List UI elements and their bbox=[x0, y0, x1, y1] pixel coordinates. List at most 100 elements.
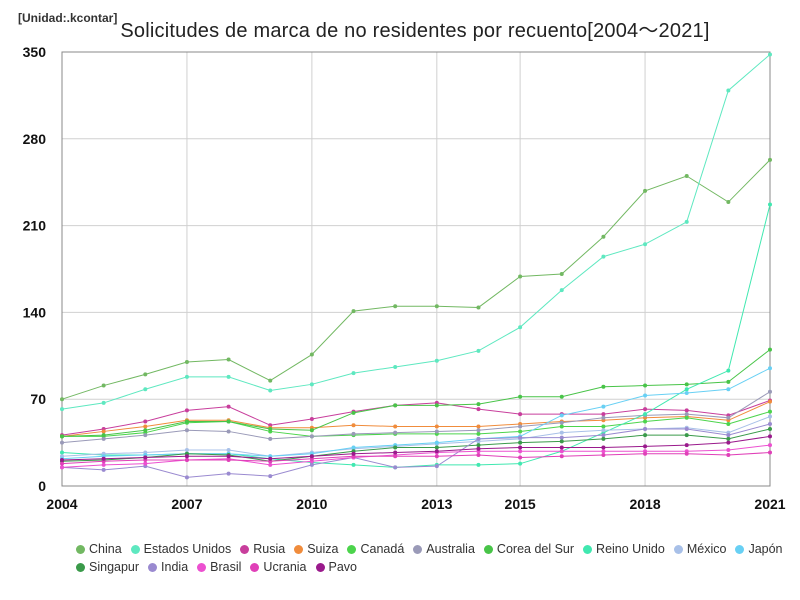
legend: China Estados Unidos Rusia Suiza Canadá Austr… bbox=[76, 542, 796, 578]
unit-label: [Unidad:.kcontar] bbox=[18, 11, 118, 25]
x-tick-label: 2004 bbox=[46, 496, 77, 512]
legend-marker bbox=[483, 545, 493, 554]
data-point bbox=[60, 461, 64, 466]
data-point bbox=[726, 200, 731, 205]
data-point bbox=[393, 445, 398, 450]
data-point bbox=[684, 426, 689, 431]
legend-item: Ucrania bbox=[250, 560, 307, 574]
data-point bbox=[184, 457, 189, 462]
legend-item: Reino Unido bbox=[583, 542, 665, 556]
data-point bbox=[518, 455, 523, 460]
data-point bbox=[518, 429, 523, 434]
data-point bbox=[393, 304, 398, 309]
data-point bbox=[60, 407, 64, 412]
y-tick-label: 0 bbox=[38, 478, 46, 494]
data-point bbox=[559, 439, 564, 444]
data-point bbox=[184, 374, 189, 379]
data-point bbox=[559, 449, 564, 454]
data-point bbox=[768, 389, 772, 394]
data-point bbox=[726, 88, 731, 93]
data-point bbox=[393, 430, 398, 435]
x-tick-label: 2013 bbox=[421, 496, 452, 512]
data-point bbox=[726, 387, 731, 392]
legend-label: Pavo bbox=[328, 560, 358, 574]
data-point bbox=[434, 429, 439, 434]
legend-item: Australia bbox=[413, 542, 475, 556]
legend-label: Suiza bbox=[307, 542, 339, 556]
legend-label: Canadá bbox=[360, 542, 405, 556]
legend-item: Canadá bbox=[347, 542, 404, 556]
data-point bbox=[684, 382, 689, 387]
legend-label: China bbox=[89, 542, 122, 556]
data-point bbox=[143, 455, 148, 460]
line-chart: 0 70 140 210 280 350 2004 2007 2010 2013 2015 2018 2… bbox=[23, 44, 786, 512]
data-point bbox=[143, 419, 148, 424]
data-point bbox=[268, 474, 273, 479]
data-point bbox=[143, 433, 148, 438]
legend-label: Australia bbox=[426, 542, 475, 556]
data-point bbox=[601, 433, 606, 438]
legend-label: Japón bbox=[748, 542, 783, 556]
x-tick-label: 2010 bbox=[296, 496, 327, 512]
y-tick-label: 140 bbox=[23, 304, 47, 320]
data-point bbox=[518, 435, 523, 440]
legend-marker bbox=[130, 545, 140, 554]
data-point bbox=[726, 415, 731, 420]
data-point bbox=[143, 424, 148, 429]
data-point bbox=[518, 394, 523, 399]
data-point bbox=[101, 383, 106, 388]
data-point bbox=[226, 429, 231, 434]
data-point bbox=[476, 453, 481, 457]
data-point bbox=[518, 412, 523, 417]
data-point bbox=[226, 457, 231, 462]
legend-label: Brasil bbox=[210, 560, 242, 574]
data-point bbox=[768, 409, 772, 414]
data-point bbox=[768, 202, 772, 207]
data-point bbox=[351, 309, 356, 314]
data-point bbox=[768, 450, 772, 455]
data-point bbox=[60, 465, 64, 470]
chart-title: Solicitudes de marca de no residentes po… bbox=[120, 20, 710, 42]
data-point bbox=[559, 424, 564, 429]
data-point bbox=[351, 462, 356, 467]
data-point bbox=[684, 412, 689, 417]
data-point bbox=[226, 448, 231, 453]
legend-label: Ucrania bbox=[263, 560, 307, 574]
data-point bbox=[143, 387, 148, 392]
data-point bbox=[476, 402, 481, 407]
data-point bbox=[143, 372, 148, 377]
data-point bbox=[351, 445, 356, 450]
legend-item: China bbox=[76, 542, 122, 556]
data-point bbox=[601, 449, 606, 454]
legend-label: Estados Unidos bbox=[143, 542, 232, 556]
data-point bbox=[101, 436, 106, 441]
data-point bbox=[309, 417, 314, 422]
data-point bbox=[559, 430, 564, 435]
data-point bbox=[601, 415, 606, 420]
data-point bbox=[351, 371, 356, 376]
legend-item: India bbox=[148, 560, 188, 574]
data-point bbox=[309, 382, 314, 387]
data-point bbox=[476, 431, 481, 436]
data-point bbox=[60, 457, 64, 462]
y-tick-label: 210 bbox=[23, 218, 47, 234]
data-point bbox=[726, 422, 731, 426]
data-point bbox=[309, 352, 314, 357]
data-point bbox=[184, 360, 189, 364]
data-point bbox=[643, 419, 648, 424]
data-point bbox=[768, 414, 772, 419]
data-point bbox=[726, 433, 731, 438]
data-point bbox=[768, 443, 772, 448]
legend-label: Corea del Sur bbox=[496, 542, 575, 556]
series-line bbox=[61, 401, 771, 437]
data-point bbox=[518, 449, 523, 454]
legend-marker bbox=[294, 545, 304, 554]
data-point bbox=[476, 424, 481, 429]
y-tick-label: 280 bbox=[23, 131, 47, 147]
data-point bbox=[559, 454, 564, 459]
data-point bbox=[726, 436, 731, 441]
data-point bbox=[60, 450, 64, 455]
data-point bbox=[393, 450, 398, 455]
series-line bbox=[61, 435, 771, 461]
data-point bbox=[601, 424, 606, 429]
